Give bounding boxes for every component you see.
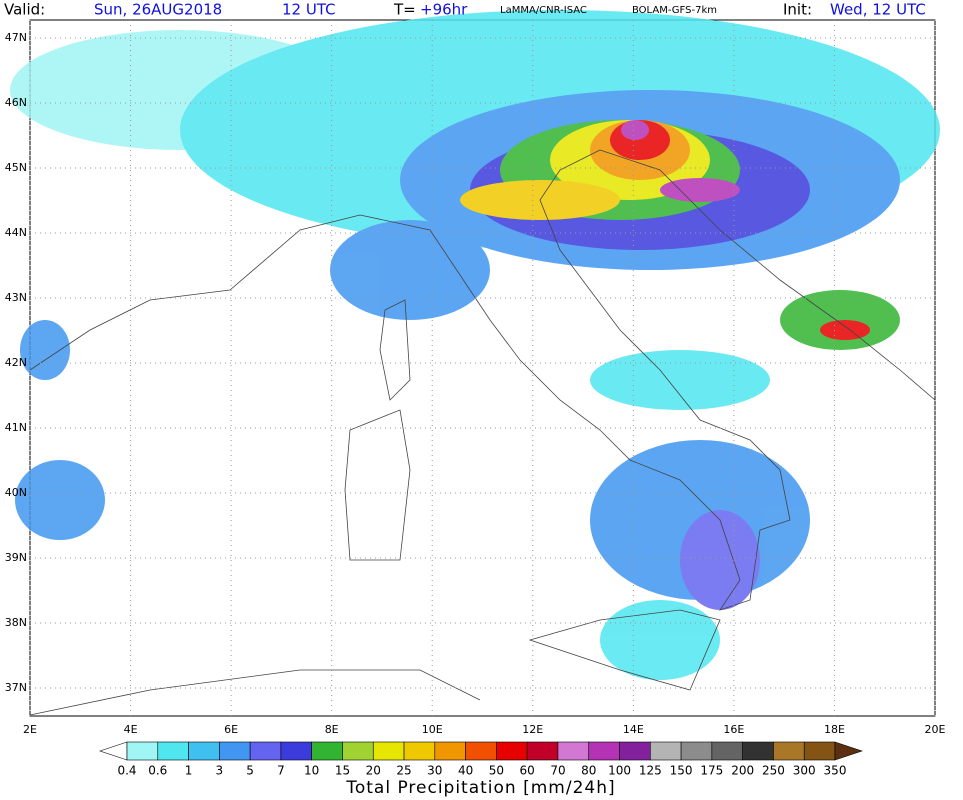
init-time: Wed, 12 UTC [830,1,926,19]
colorbar-box [157,741,189,761]
colorbar-level: 200 [731,764,754,778]
lat-label: 42N [5,356,27,369]
valid-hour: 12 UTC [282,1,336,19]
model: BOLAM-GFS-7km [632,5,717,16]
colorbar-level: 25 [396,764,411,778]
lon-label: 14E [623,723,644,736]
colorbar-box [372,741,405,761]
lon-label: 8E [325,723,339,736]
colorbar-level: 20 [366,764,381,778]
colorbar-box [280,741,312,761]
colorbar-level: 3 [216,764,224,778]
colorbar-level: 5 [246,764,254,778]
lat-label: 40N [5,486,27,499]
colorbar-box [803,741,836,761]
colorbar-box [249,741,282,761]
lat-label: 45N [5,161,27,174]
colorbar-box [188,741,220,761]
lat-label: 43N [5,291,27,304]
colorbar-box [526,741,559,761]
colorbar-level: 7 [277,764,285,778]
lat-label: 39N [5,551,27,564]
colorbar-level: 40 [458,764,473,778]
colorbar-box [680,741,713,761]
graticule [29,20,936,716]
colorbar-arrow-low [99,741,128,761]
colorbar-box [557,741,590,761]
colorbar-box [588,741,620,761]
colorbar: 0.4 0.6 1 3 5 7 10 15 20 25 30 40 50 60 70 80 100 125 150 1… [99,741,863,778]
colorbar-box [126,741,159,761]
colorbar-box [496,741,528,761]
colorbar-box [711,741,743,761]
lon-label: 10E [422,723,443,736]
lon-label: 18E [824,723,845,736]
colorbar-box [342,741,374,761]
lat-label: 41N [5,421,27,434]
colorbar-box [773,741,805,761]
lat-label: 38N [5,616,27,629]
colorbar-level: 0.4 [117,764,136,778]
colorbar-arrow-high [834,741,863,761]
colorbar-level: 60 [520,764,535,778]
colorbar-box [434,741,466,761]
colorbar-box [742,741,774,761]
colorbar-box [650,741,682,761]
colorbar-level: 10 [304,764,319,778]
colorbar-level: 1 [185,764,193,778]
colorbar-level: 100 [608,764,631,778]
colorbar-level: 350 [824,764,847,778]
colorbar-level: 0.6 [148,764,167,778]
lon-label: 6E [224,723,238,736]
colorbar-box [403,741,436,761]
lon-label: 4E [124,723,138,736]
colorbar-box [311,741,343,761]
colorbar-box [619,741,651,761]
lead-time: +96hr [420,1,468,19]
valid-label: Valid: [4,1,45,19]
colorbar-level: 70 [550,764,565,778]
colorbar-title: Total Precipitation [mm/24h] [345,778,615,798]
colorbar-box [219,741,251,761]
coastlines [29,149,936,716]
colorbar-level: 30 [427,764,442,778]
colorbar-level: 300 [793,764,816,778]
colorbar-level: 50 [489,764,504,778]
valid-day: Sun, 26AUG2018 [94,1,222,19]
colorbar-level: 175 [700,764,723,778]
init-label: Init: [783,1,812,19]
lon-label: 2E [23,723,37,736]
lead-label: T= [393,1,416,19]
colorbar-box [465,741,497,761]
lat-label: 47N [5,31,27,44]
lon-label: 16E [723,723,744,736]
colorbar-level: 15 [335,764,350,778]
institution: LaMMA/CNR-ISAC [500,5,587,16]
lon-label: 12E [522,723,543,736]
lat-label: 37N [5,681,27,694]
lon-label: 20E [925,723,946,736]
precipitation-field [10,10,940,680]
colorbar-level: 250 [762,764,785,778]
colorbar-level: 125 [639,764,662,778]
colorbar-level: 80 [581,764,596,778]
colorbar-level: 150 [670,764,693,778]
lat-label: 44N [5,226,27,239]
lat-label: 46N [5,96,27,109]
